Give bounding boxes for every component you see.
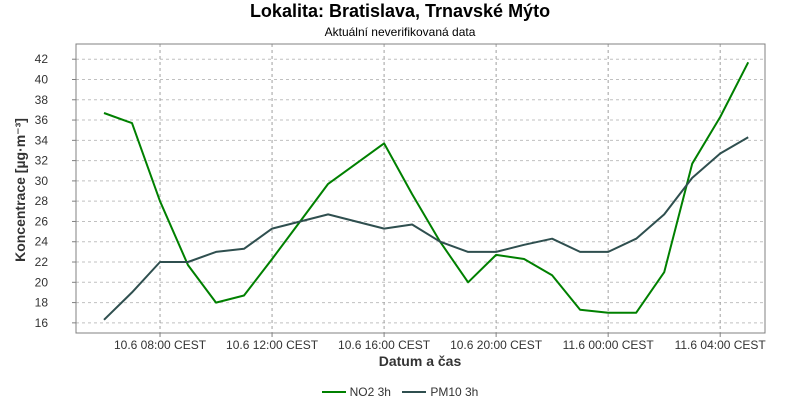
legend-swatch-no2	[321, 391, 346, 393]
y-tick-label: 28	[35, 194, 49, 208]
legend-item-no2: NO2 3h	[321, 385, 391, 399]
legend: NO2 3h PM10 3h	[0, 382, 800, 399]
x-axis: 10.6 08:00 CEST 10.6 12:00 CEST 10.6 16:00…	[114, 333, 766, 352]
chart-title: Lokalita: Bratislava, Trnavské Mýto	[249, 1, 551, 21]
y-tick-label: 26	[35, 214, 49, 228]
y-tick-label: 36	[35, 113, 49, 127]
y-tick-label: 18	[35, 296, 49, 310]
y-tick-label: 40	[35, 72, 49, 86]
series-line-no2-3h	[103, 61, 750, 314]
x-axis-title: Datum a čas	[379, 353, 462, 369]
legend-label-no2: NO2 3h	[349, 385, 391, 399]
chart-subtitle: Aktuální neverifikovaná data	[324, 25, 476, 39]
series	[103, 61, 750, 321]
y-tick-label: 42	[35, 52, 49, 66]
plot-area	[75, 43, 766, 334]
y-axis: 16 18 20 22 24 26 28 30 32 34 36 38 40 42	[35, 52, 76, 330]
x-tick-label: 10.6 08:00 CEST	[114, 338, 207, 352]
legend-item-pm10: PM10 3h	[402, 385, 478, 399]
y-axis-title: Koncentrace [µg·m⁻³]	[12, 118, 28, 262]
legend-label-pm10: PM10 3h	[430, 385, 479, 399]
y-tick-label: 16	[35, 316, 49, 330]
x-tick-label: 11.6 04:00 CEST	[675, 338, 767, 352]
grid	[76, 44, 765, 333]
x-tick-label: 10.6 20:00 CEST	[450, 338, 543, 352]
x-tick-label: 11.6 00:00 CEST	[563, 338, 655, 352]
y-tick-label: 38	[35, 93, 49, 107]
series-line-pm10-3h	[103, 136, 749, 321]
y-tick-label: 32	[35, 154, 49, 168]
y-tick-label: 24	[35, 235, 49, 249]
legend-swatch-pm10	[402, 391, 427, 393]
y-tick-label: 30	[35, 174, 49, 188]
y-tick-label: 22	[35, 255, 49, 269]
x-tick-label: 10.6 16:00 CEST	[338, 338, 431, 352]
x-tick-label: 10.6 12:00 CEST	[226, 338, 319, 352]
y-tick-label: 20	[35, 275, 49, 289]
y-tick-label: 34	[35, 133, 49, 147]
